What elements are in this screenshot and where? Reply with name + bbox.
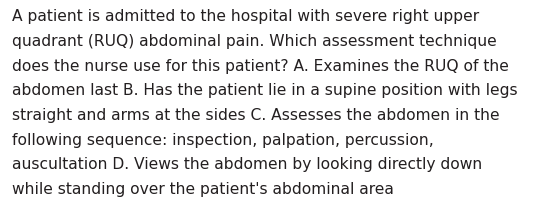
- Text: quadrant (RUQ) abdominal pain. Which assessment technique: quadrant (RUQ) abdominal pain. Which ass…: [12, 34, 497, 49]
- Text: A patient is admitted to the hospital with severe right upper: A patient is admitted to the hospital wi…: [12, 9, 479, 24]
- Text: straight and arms at the sides C. Assesses the abdomen in the: straight and arms at the sides C. Assess…: [12, 108, 500, 123]
- Text: does the nurse use for this patient? A. Examines the RUQ of the: does the nurse use for this patient? A. …: [12, 59, 509, 74]
- Text: while standing over the patient's abdominal area: while standing over the patient's abdomi…: [12, 182, 394, 197]
- Text: following sequence: inspection, palpation, percussion,: following sequence: inspection, palpatio…: [12, 133, 434, 148]
- Text: abdomen last B. Has the patient lie in a supine position with legs: abdomen last B. Has the patient lie in a…: [12, 83, 518, 98]
- Text: auscultation D. Views the abdomen by looking directly down: auscultation D. Views the abdomen by loo…: [12, 157, 483, 172]
